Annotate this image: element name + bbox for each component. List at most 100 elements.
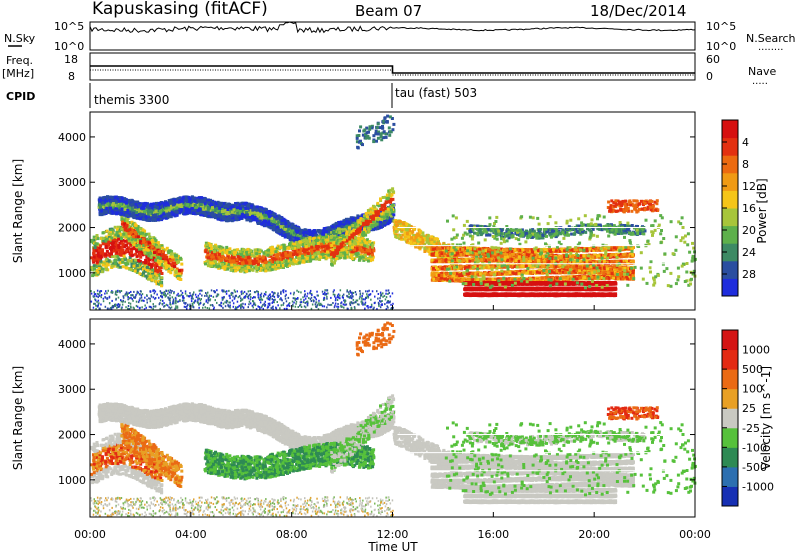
data-cell	[111, 255, 115, 259]
data-cell	[110, 252, 113, 256]
data-cell	[155, 281, 159, 285]
data-cell	[117, 265, 121, 269]
data-cell	[132, 211, 135, 215]
data-cell	[327, 226, 331, 230]
data-cell	[170, 267, 174, 271]
data-cell	[154, 252, 158, 256]
data-cell	[139, 266, 143, 270]
data-cell	[141, 229, 145, 233]
data-cell	[122, 224, 126, 228]
data-cell	[104, 243, 108, 246]
data-cell	[165, 266, 168, 270]
data-cell	[309, 232, 313, 236]
data-cell	[151, 276, 154, 280]
data-cell	[96, 270, 100, 274]
data-cell	[116, 236, 120, 240]
data-cell	[116, 204, 120, 208]
data-cell	[149, 251, 152, 255]
data-cell	[168, 255, 172, 259]
data-cell	[133, 235, 137, 239]
data-cell	[195, 205, 199, 209]
data-cell	[158, 266, 162, 270]
data-cell	[157, 273, 161, 277]
data-cell	[145, 248, 149, 252]
data-cell	[188, 199, 191, 203]
data-cell	[245, 218, 249, 222]
data-cell	[173, 198, 177, 202]
data-cell	[290, 223, 294, 227]
data-cell	[122, 232, 126, 236]
data-cell	[322, 232, 326, 236]
data-cell	[130, 198, 134, 202]
data-cell	[290, 235, 294, 239]
cpid-segment-1: themis 3300	[94, 93, 169, 107]
data-cell	[156, 218, 160, 222]
data-cell	[136, 237, 140, 241]
data-cell	[239, 206, 242, 210]
data-cell	[145, 237, 149, 241]
data-cell	[134, 226, 138, 229]
data-cell	[220, 215, 224, 219]
data-cell	[141, 231, 145, 235]
data-cell	[222, 209, 226, 213]
data-cell	[123, 228, 127, 232]
data-cell	[104, 258, 108, 262]
data-cell	[97, 257, 101, 261]
data-cell	[180, 268, 184, 272]
data-cell	[204, 214, 208, 217]
data-cell	[116, 234, 120, 238]
data-cell	[95, 248, 99, 252]
data-cell	[118, 241, 122, 245]
data-cell	[90, 265, 94, 269]
data-cell	[155, 245, 159, 249]
data-cell	[120, 258, 124, 261]
data-cell	[343, 231, 347, 235]
data-cell	[130, 207, 134, 211]
data-cell	[125, 249, 129, 253]
data-cell	[199, 200, 203, 204]
data-cell	[120, 222, 124, 226]
data-cell	[180, 199, 184, 203]
data-cell	[159, 266, 163, 270]
data-cell	[104, 253, 108, 257]
data-cell	[152, 246, 156, 250]
data-cell	[146, 269, 150, 273]
data-cell	[101, 242, 105, 246]
data-cell	[145, 268, 148, 272]
data-cell	[264, 213, 268, 217]
data-cell	[210, 202, 214, 206]
data-cell	[109, 248, 113, 252]
data-cell	[159, 260, 163, 264]
data-cell	[203, 197, 207, 201]
data-cell	[117, 245, 121, 249]
data-cell	[139, 213, 143, 217]
data-cell	[92, 264, 96, 268]
data-cell	[176, 272, 180, 276]
data-cell	[138, 252, 142, 256]
data-cell	[149, 263, 153, 267]
data-cell	[127, 234, 131, 238]
data-cell	[138, 243, 141, 247]
data-cell	[168, 251, 172, 254]
data-cell	[206, 205, 210, 209]
data-cell	[95, 234, 99, 237]
data-cell	[100, 254, 104, 258]
data-cell	[119, 239, 123, 243]
data-cell	[101, 263, 105, 267]
data-cell	[154, 280, 158, 284]
data-cell	[145, 265, 149, 269]
data-cell	[185, 203, 189, 207]
data-cell	[118, 232, 122, 236]
data-cell	[99, 244, 103, 248]
data-cell	[136, 225, 140, 228]
data-cell	[148, 258, 152, 262]
data-cell	[298, 231, 302, 235]
data-cell	[192, 211, 196, 215]
data-cell	[190, 206, 194, 210]
data-cell	[111, 245, 115, 249]
noise-right-tick-bottom: 10^0	[706, 40, 736, 53]
data-cell	[290, 230, 294, 234]
data-cell	[184, 198, 188, 202]
data-cell	[111, 264, 114, 268]
data-cell	[142, 271, 145, 275]
